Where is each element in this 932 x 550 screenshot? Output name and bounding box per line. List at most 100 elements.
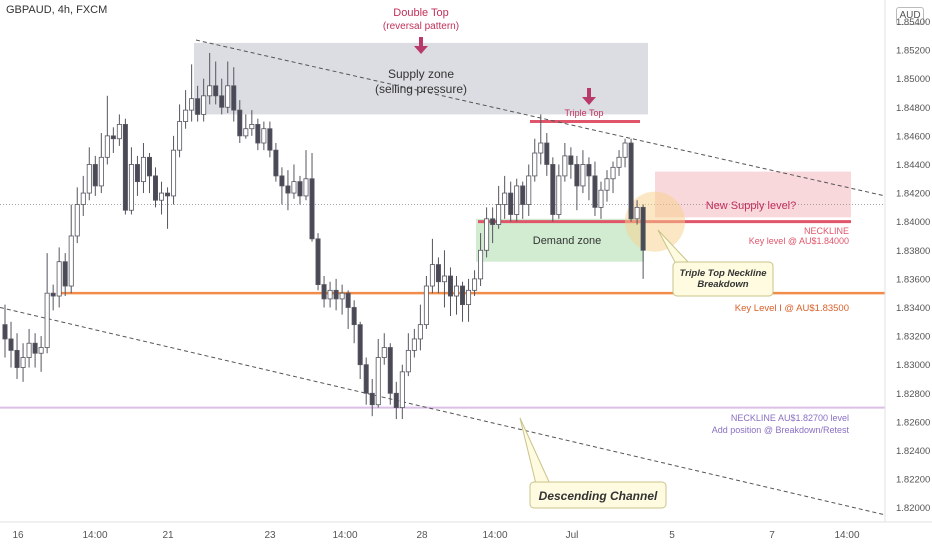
candle-bull xyxy=(128,164,134,211)
new-supply-label: New Supply level? xyxy=(706,200,797,212)
candle-bull xyxy=(86,164,92,194)
y-tick-label: 1.83400 xyxy=(896,303,930,314)
double-top-sublabel: (reversal pattern) xyxy=(383,21,459,32)
x-tick-label: 14:00 xyxy=(332,530,357,541)
x-tick-label: 23 xyxy=(264,530,276,541)
x-tick-label: 14:00 xyxy=(482,530,507,541)
candle-bear xyxy=(351,307,357,326)
channel-callout-label: Descending Channel xyxy=(539,489,658,503)
candle-bull xyxy=(183,109,189,122)
candle-bull xyxy=(423,285,429,326)
candle-bear xyxy=(8,338,14,351)
candle-bull xyxy=(68,235,74,287)
double-top-label: Double Top xyxy=(393,7,448,19)
candle-bear xyxy=(628,142,634,220)
candle-bull xyxy=(610,166,616,180)
candle-bear xyxy=(152,175,158,201)
candle-bull xyxy=(26,342,32,358)
candle-bear xyxy=(447,275,453,297)
candle-bull xyxy=(441,275,447,283)
candle-bear xyxy=(297,181,303,197)
candle-bull xyxy=(381,347,387,358)
candle-bear xyxy=(134,164,140,183)
candle-bear xyxy=(520,185,526,205)
y-tick-label: 1.83600 xyxy=(896,274,930,285)
candle-bull xyxy=(634,206,640,220)
candle-bull xyxy=(38,347,44,354)
candle-bear xyxy=(62,261,68,287)
y-tick-label: 1.82400 xyxy=(896,446,930,457)
candle-bull xyxy=(502,192,508,205)
candle-bear xyxy=(544,142,550,165)
candle-bear xyxy=(574,164,580,187)
candle-bull xyxy=(20,357,26,368)
channel-callout-pointer xyxy=(519,417,551,485)
candle-bear xyxy=(2,324,8,340)
demand-zone-label: Demand zone xyxy=(533,235,602,247)
double-top-arrow xyxy=(419,37,423,47)
candle-bear xyxy=(110,135,116,140)
breakdown-highlight xyxy=(625,191,685,252)
candle-bull xyxy=(484,218,490,251)
candle-bear xyxy=(231,85,237,111)
candle-bear xyxy=(640,206,646,251)
candle-bull xyxy=(339,292,345,300)
candle-bear xyxy=(14,349,20,368)
breakdown-callout-subtitle: Breakdown xyxy=(697,279,748,290)
y-tick-label: 1.83000 xyxy=(896,360,930,371)
candle-bull xyxy=(116,124,122,140)
candle-bull xyxy=(514,185,520,215)
candle-bull xyxy=(526,175,532,205)
candle-bull xyxy=(225,85,231,108)
triple-top-arrow xyxy=(582,97,596,105)
candle-bear xyxy=(333,289,339,300)
triple-top-label: Triple Top xyxy=(564,108,603,118)
candle-bull xyxy=(532,152,538,177)
candle-bull xyxy=(598,189,604,208)
candle-bull xyxy=(327,289,333,300)
candle-bear xyxy=(508,192,514,215)
candle-bull xyxy=(140,156,146,183)
candle-bull xyxy=(399,371,405,408)
y-tick-label: 1.84000 xyxy=(896,217,930,228)
y-tick-label: 1.84800 xyxy=(896,103,930,114)
y-tick-label: 1.85200 xyxy=(896,46,930,57)
candle-bear xyxy=(568,155,574,165)
candle-bull xyxy=(453,285,459,297)
candle-bull xyxy=(375,357,381,406)
candle-bull xyxy=(562,155,568,177)
candle-bull xyxy=(104,135,110,158)
upper-neckline-sublabel: Key level @ AU$1.84000 xyxy=(749,236,849,246)
candle-bear xyxy=(219,95,225,108)
supply-zone-sublabel: (selling pressure) xyxy=(375,82,467,96)
candle-bull xyxy=(177,121,183,151)
candle-bear xyxy=(267,128,273,151)
candle-bull xyxy=(466,289,472,306)
candle-bull xyxy=(538,142,544,154)
candle-bear xyxy=(195,98,201,115)
currency-button[interactable]: AUD xyxy=(896,7,924,25)
candle-bull xyxy=(291,181,297,194)
candle-bear xyxy=(321,284,327,300)
candle-bear xyxy=(345,292,351,308)
candle-bear xyxy=(279,175,285,187)
candle-bull xyxy=(303,178,309,197)
candle-bull xyxy=(159,192,165,201)
y-tick-label: 1.83200 xyxy=(896,332,930,343)
candle-bear xyxy=(490,218,496,225)
candle-bull xyxy=(171,149,177,197)
candle-bull xyxy=(243,128,249,137)
candle-bear xyxy=(387,347,393,394)
candle-bull xyxy=(417,324,423,340)
candle-bear xyxy=(309,178,315,240)
chart-title: GBPAUD, 4h, FXCM xyxy=(6,4,108,16)
candle-bull xyxy=(616,156,622,168)
candle-bull xyxy=(74,204,80,237)
double-top-arrow xyxy=(414,46,428,54)
x-tick-label: 21 xyxy=(162,530,174,541)
candle-bear xyxy=(255,124,261,144)
candle-bear xyxy=(92,164,98,187)
x-tick-label: 7 xyxy=(769,530,775,541)
candle-bull xyxy=(261,128,267,144)
